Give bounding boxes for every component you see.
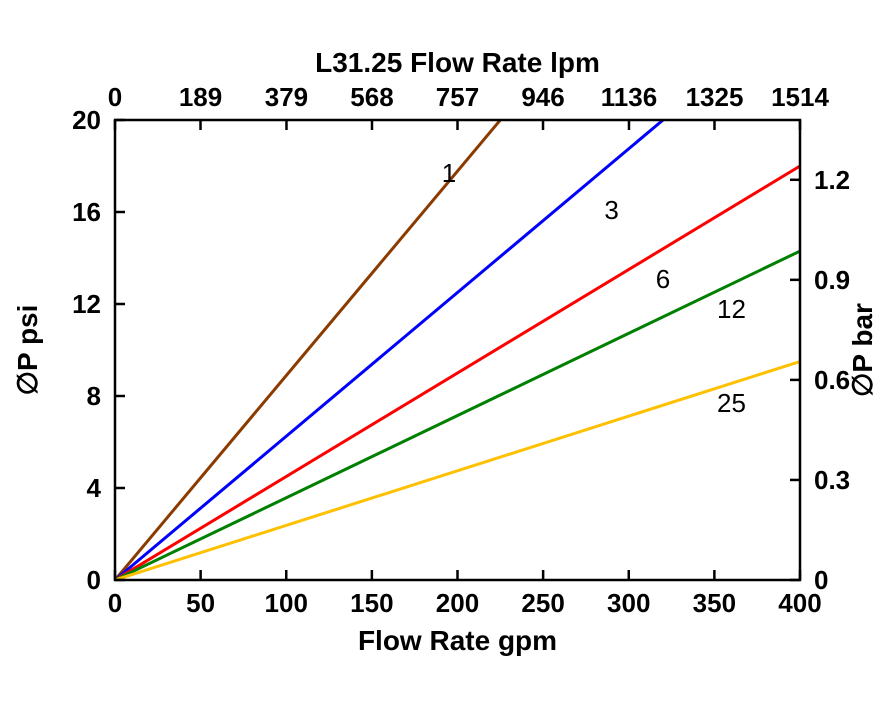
series-label-6: 6 [656, 264, 670, 294]
y-left-tick-label: 8 [87, 381, 101, 411]
x-top-tick-label: 1136 [601, 82, 657, 112]
x-bottom-tick-label: 150 [350, 588, 393, 618]
x-axis-label-bottom: Flow Rate gpm [358, 625, 557, 656]
chart-container: 0501001502002503003504000189379568757946… [0, 0, 886, 702]
x-bottom-tick-label: 250 [521, 588, 564, 618]
x-bottom-tick-label: 100 [265, 588, 308, 618]
y-right-tick-label: 0.3 [814, 465, 850, 495]
series-label-1: 1 [442, 158, 456, 188]
x-top-tick-label: 379 [265, 82, 308, 112]
x-top-tick-label: 568 [350, 82, 393, 112]
y-right-tick-label: 0.6 [814, 365, 850, 395]
x-top-tick-label: 946 [521, 82, 564, 112]
y-left-tick-label: 12 [72, 289, 101, 319]
y-left-tick-label: 4 [87, 473, 102, 503]
x-bottom-tick-label: 300 [607, 588, 650, 618]
x-bottom-tick-label: 350 [693, 588, 736, 618]
y-right-tick-label: 0.9 [814, 265, 850, 295]
x-top-tick-label: 189 [179, 82, 222, 112]
y-right-tick-label: 0 [814, 565, 828, 595]
y-axis-label-right: ∅P bar [847, 303, 878, 397]
x-bottom-tick-label: 200 [436, 588, 479, 618]
x-top-tick-label: 1325 [686, 82, 744, 112]
chart-title-top: L31.25 Flow Rate lpm [315, 47, 600, 78]
y-left-tick-label: 20 [72, 105, 101, 135]
series-label-12: 12 [717, 294, 746, 324]
x-top-tick-label: 757 [436, 82, 479, 112]
x-top-tick-label: 1514 [771, 82, 829, 112]
y-left-tick-label: 16 [72, 197, 101, 227]
y-right-tick-label: 1.2 [814, 165, 850, 195]
x-bottom-tick-label: 50 [186, 588, 215, 618]
y-axis-label-left: ∅P psi [12, 305, 43, 396]
series-label-25: 25 [717, 388, 746, 418]
x-bottom-tick-label: 0 [108, 588, 122, 618]
series-label-3: 3 [604, 195, 618, 225]
y-left-tick-label: 0 [87, 565, 101, 595]
x-top-tick-label: 0 [108, 82, 122, 112]
flow-rate-chart: 0501001502002503003504000189379568757946… [0, 0, 886, 702]
